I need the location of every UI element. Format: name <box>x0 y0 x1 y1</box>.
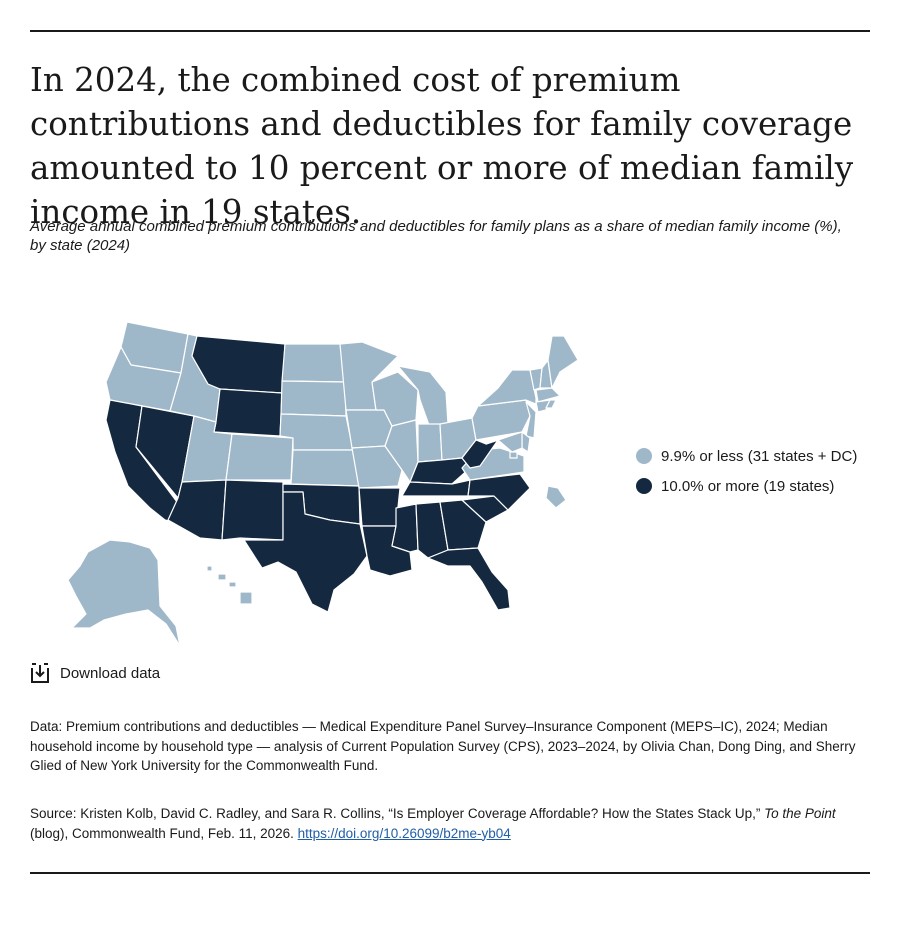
state-FL <box>427 547 511 611</box>
us-state-map <box>67 321 579 647</box>
state-CT <box>535 399 551 413</box>
state-NM <box>221 479 284 541</box>
state-GA <box>439 499 487 551</box>
legend-label-high: 10.0% or more (19 states) <box>661 477 835 495</box>
source-link[interactable]: https://doi.org/10.26099/b2me-yb04 <box>297 825 511 841</box>
state-MA <box>535 387 561 403</box>
state-KY <box>409 457 471 485</box>
state-CO <box>225 433 294 481</box>
bottom-rule <box>30 872 870 874</box>
source-citation: Source: Kristen Kolb, David C. Radley, a… <box>30 804 860 843</box>
state-IN <box>417 423 443 463</box>
state-TN <box>401 479 471 497</box>
state-MO <box>351 445 403 489</box>
state-DC <box>509 451 518 459</box>
legend-label-low: 9.9% or less (31 states + DC) <box>661 447 858 465</box>
state-SD <box>280 380 347 417</box>
legend-item-low: 9.9% or less (31 states + DC) <box>636 441 857 471</box>
legend: 9.9% or less (31 states + DC) 10.0% or m… <box>636 441 857 501</box>
legend-item-high: 10.0% or more (19 states) <box>636 471 857 501</box>
state-NY <box>477 369 537 407</box>
state-ME <box>547 335 579 389</box>
state-MD <box>485 431 523 453</box>
state-IA <box>345 409 393 449</box>
state-WY <box>213 388 283 437</box>
state-HI-pacific <box>545 485 567 509</box>
download-data-label: Download data <box>60 664 161 682</box>
headline: In 2024, the combined cost of premium co… <box>30 61 854 231</box>
download-icon <box>31 663 49 683</box>
state-TX <box>243 491 368 613</box>
state-MS <box>391 503 419 553</box>
legend-swatch-high <box>636 478 652 494</box>
state-NJ <box>525 401 537 439</box>
state-RI <box>545 399 557 409</box>
source-prefix: Source: Kristen Kolb, David C. Radley, a… <box>30 806 765 821</box>
download-data-button[interactable]: Download data <box>30 662 160 684</box>
source-publication: To the Point <box>764 806 836 821</box>
subtitle: Average annual combined premium contribu… <box>30 218 842 254</box>
state-AK <box>67 539 181 647</box>
data-notes: Data: Premium contributions and deductib… <box>30 719 856 773</box>
state-HI <box>206 565 253 605</box>
top-rule <box>30 30 870 32</box>
state-ND <box>281 343 346 383</box>
state-KS <box>290 449 360 487</box>
source-suffix: (blog), Commonwealth Fund, Feb. 11, 2026… <box>30 825 298 841</box>
state-AR <box>358 487 401 527</box>
legend-swatch-low <box>636 448 652 464</box>
